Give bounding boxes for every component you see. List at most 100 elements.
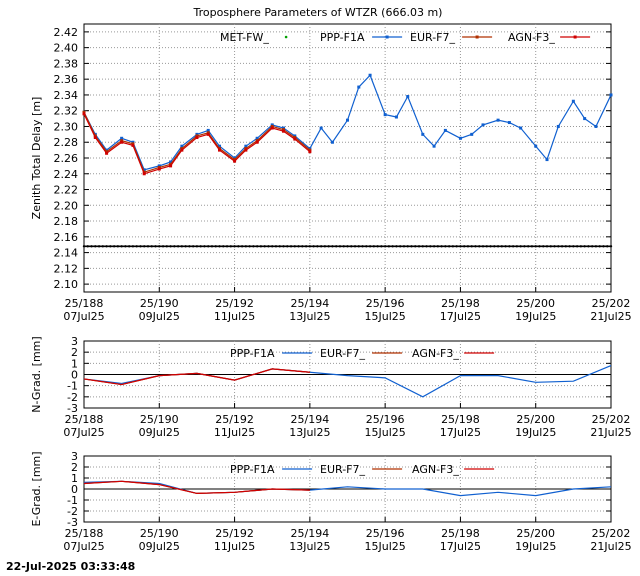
x-tick-label: 25/192	[215, 297, 254, 310]
met-fw-point	[350, 245, 353, 248]
met-fw-point	[225, 245, 229, 248]
met-fw-point	[154, 245, 157, 248]
data-point	[120, 136, 124, 140]
met-fw-point	[395, 245, 398, 248]
timestamp: 22-Jul-2025 03:33:48	[6, 560, 136, 573]
y-axis-label: E-Grad. [mm]	[30, 451, 43, 526]
met-fw-point	[436, 245, 440, 248]
x-tick-label: 25/194	[291, 297, 330, 310]
y-tick-label: 2.36	[54, 73, 79, 86]
legend-label: EUR-F7_	[320, 463, 365, 476]
x-tick-label: 25/200	[516, 297, 555, 310]
met-fw-point	[267, 245, 270, 248]
met-fw-point	[545, 245, 549, 248]
legend-label: AGN-F3_	[412, 463, 459, 476]
met-fw-point	[493, 245, 496, 248]
y-axis-label: Zenith Total Delay [m]	[30, 97, 43, 220]
met-fw-point	[120, 245, 123, 248]
met-fw-point	[444, 245, 447, 248]
met-fw-point	[387, 245, 391, 248]
y-tick-label: 2.42	[54, 26, 79, 39]
data-point	[481, 123, 485, 127]
x-tick-label: 25/190	[140, 413, 179, 426]
met-fw-point	[429, 245, 432, 248]
x-tick-date-label: 17Jul25	[440, 540, 481, 553]
met-fw-point	[459, 245, 462, 248]
data-point	[218, 147, 222, 151]
x-tick-date-label: 07Jul25	[63, 426, 104, 439]
met-fw-point	[335, 245, 338, 248]
x-tick-label: 25/190	[140, 527, 179, 540]
met-fw-point	[602, 245, 605, 248]
chart-title: Troposphere Parameters of WTZR (666.03 m…	[193, 6, 443, 19]
data-point	[206, 131, 210, 135]
series-line-eur-f7-	[83, 480, 310, 495]
data-point	[609, 93, 613, 97]
x-tick-label: 25/188	[65, 527, 104, 540]
data-point	[406, 95, 410, 99]
met-fw-point	[557, 245, 560, 248]
y-tick-label: 2.12	[54, 262, 79, 275]
met-fw-point	[86, 245, 89, 248]
met-fw-point	[252, 245, 255, 248]
met-fw-point	[301, 245, 304, 248]
met-fw-point	[184, 245, 187, 248]
met-fw-point	[462, 245, 466, 248]
met-fw-point	[508, 245, 511, 248]
met-fw-point	[606, 245, 609, 248]
met-fw-point	[530, 245, 534, 248]
x-tick-date-label: 13Jul25	[289, 310, 330, 323]
data-point	[293, 137, 297, 141]
y-tick-label: -3	[67, 402, 78, 415]
data-point	[594, 124, 598, 128]
met-fw-point	[244, 245, 248, 248]
data-point	[346, 118, 349, 122]
legend-label: PPP-F1A	[230, 463, 275, 476]
data-point	[282, 129, 286, 133]
met-fw-point	[590, 245, 594, 248]
x-tick-date-label: 15Jul25	[365, 426, 406, 439]
data-point	[470, 132, 474, 136]
met-fw-point	[572, 245, 575, 248]
met-fw-point	[169, 245, 172, 248]
data-point	[195, 132, 199, 136]
met-fw-point	[274, 245, 278, 248]
met-fw-point	[365, 245, 368, 248]
met-fw-point	[97, 245, 101, 248]
y-tick-label: 2.32	[54, 105, 79, 118]
x-tick-date-label: 15Jul25	[365, 540, 406, 553]
data-point	[180, 144, 184, 148]
met-fw-point	[203, 245, 206, 248]
met-fw-point	[489, 245, 492, 248]
y-tick-label: 1	[71, 357, 78, 370]
x-tick-label: 25/198	[441, 297, 480, 310]
met-fw-point	[414, 245, 417, 248]
met-fw-point	[406, 245, 409, 248]
met-fw-point	[191, 245, 195, 248]
met-fw-point	[553, 245, 556, 248]
data-point	[507, 121, 511, 125]
met-fw-point	[199, 245, 202, 248]
met-fw-point	[447, 245, 451, 248]
data-point	[169, 164, 173, 168]
data-point	[293, 134, 297, 138]
x-tick-date-label: 21Jul25	[590, 310, 631, 323]
x-tick-date-label: 17Jul25	[440, 426, 481, 439]
met-fw-point	[564, 245, 568, 248]
met-fw-point	[195, 245, 199, 248]
met-fw-point	[470, 245, 473, 248]
x-tick-date-label: 11Jul25	[214, 310, 255, 323]
legend-swatch	[284, 35, 288, 39]
data-point	[233, 158, 237, 162]
met-fw-point	[94, 245, 97, 248]
x-tick-label: 25/190	[140, 297, 179, 310]
x-tick-label: 25/196	[366, 297, 405, 310]
met-fw-point	[210, 245, 214, 248]
met-fw-point	[594, 245, 598, 248]
data-point	[120, 139, 124, 143]
data-point	[82, 110, 86, 114]
met-fw-point	[500, 245, 504, 248]
data-point	[195, 134, 199, 138]
data-point	[244, 144, 248, 148]
